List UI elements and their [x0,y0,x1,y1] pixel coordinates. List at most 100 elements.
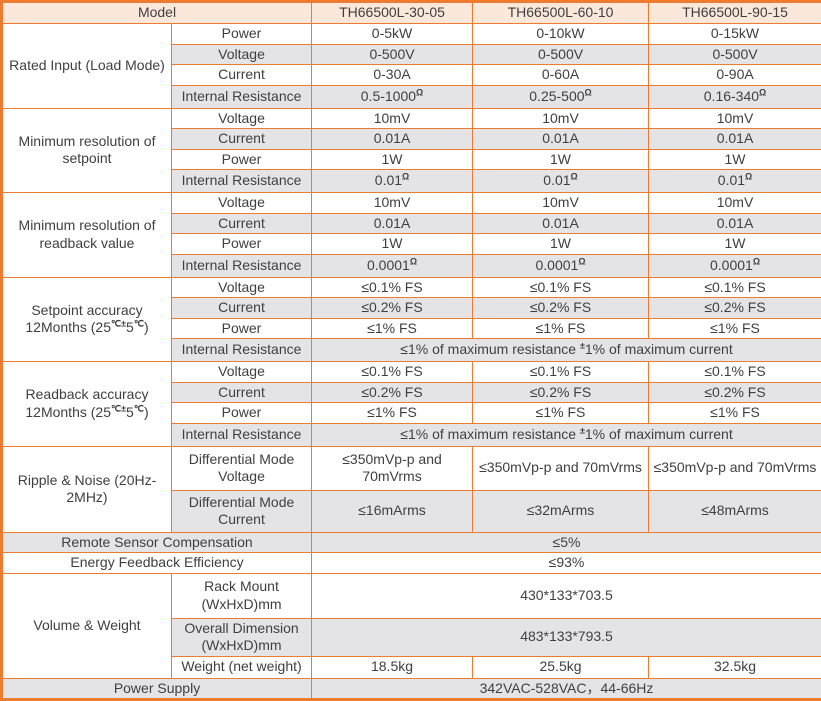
spec-value: 0.25-500Ω [473,85,649,108]
spec-value: 0-10kW [473,24,649,45]
param-label: Internal Resistance [172,85,312,108]
spec-value: ≤16mArms [312,490,473,532]
param-label: Voltage [172,108,312,129]
spec-value: 0-5kW [312,24,473,45]
spec-value: ≤350mVp-p and 70mVrms [473,446,649,490]
param-label: Internal Resistance [172,170,312,193]
spec-value: ≤350mVp-p and 70mVrms [649,446,821,490]
spec-value: ≤0.1% FS [649,362,821,383]
model-column-header: TH66500L-90-15 [649,2,821,24]
spec-value-merged: 430*133*703.5 [312,573,821,618]
param-label: Overall Dimension (WxHxD)mm [172,618,312,656]
spec-row: Ripple & Noise (20Hz-2MHz)Differential M… [2,446,821,490]
param-label: Rack Mount (WxHxD)mm [172,573,312,618]
full-row-value: ≤93% [312,553,821,574]
spec-value-merged: ≤1% of maximum resistance ±1% of maximum… [312,339,821,362]
full-row-value: 342VAC-528VAC，44-66Hz [312,678,821,700]
param-label: Current [172,298,312,319]
spec-value: 0.0001Ω [473,254,649,277]
spec-value: 0.0001Ω [649,254,821,277]
model-header-label: Model [2,2,312,24]
spec-value: ≤1% FS [312,403,473,424]
param-label: Current [172,65,312,86]
spec-value: 0-500V [649,44,821,65]
spec-value: 0-15kW [649,24,821,45]
full-row-value: ≤5% [312,532,821,553]
spec-value: ≤0.2% FS [312,382,473,403]
section-label: Minimum resolution of readback value [2,193,172,278]
spec-value: 10mV [649,193,821,214]
spec-value-merged: 483*133*793.5 [312,618,821,656]
spec-value: 0.01A [473,213,649,234]
spec-value: 0.01Ω [473,170,649,193]
spec-value: ≤1% FS [649,318,821,339]
param-label: Current [172,129,312,150]
param-label: Voltage [172,193,312,214]
spec-value: ≤0.1% FS [312,277,473,298]
param-label: Power [172,318,312,339]
spec-row: Setpoint accuracy 12Months (25℃±5℃)Volta… [2,277,821,298]
spec-value: 10mV [649,108,821,129]
model-column-header: TH66500L-30-05 [312,2,473,24]
spec-value: 10mV [312,108,473,129]
spec-value: 0.01Ω [649,170,821,193]
param-label: Power [172,149,312,170]
spec-value: 10mV [473,193,649,214]
section-label: Setpoint accuracy 12Months (25℃±5℃) [2,277,172,362]
spec-value: 0.0001Ω [312,254,473,277]
model-column-header: TH66500L-60-10 [473,2,649,24]
section-label: Ripple & Noise (20Hz-2MHz) [2,446,172,532]
param-label: Internal Resistance [172,339,312,362]
param-label: Differential Mode Current [172,490,312,532]
spec-value: ≤48mArms [649,490,821,532]
spec-full-row: Remote Sensor Compensation≤5% [2,532,821,553]
spec-value: ≤0.2% FS [473,382,649,403]
spec-value-merged: ≤1% of maximum resistance ±1% of maximum… [312,423,821,446]
param-label: Differential Mode Voltage [172,446,312,490]
spec-value: ≤0.1% FS [649,277,821,298]
spec-value: 0.5-1000Ω [312,85,473,108]
param-label: Current [172,213,312,234]
spec-value: 0.01A [312,213,473,234]
spec-value: ≤0.1% FS [312,362,473,383]
spec-value: 0-500V [473,44,649,65]
spec-value: 10mV [473,108,649,129]
spec-value: 0-30A [312,65,473,86]
param-label: Power [172,403,312,424]
spec-value: 1W [473,234,649,255]
param-label: Internal Resistance [172,423,312,446]
spec-full-row: Energy Feedback Efficiency≤93% [2,553,821,574]
param-label: Power [172,24,312,45]
section-label: Rated Input (Load Mode) [2,24,172,109]
spec-value: ≤32mArms [473,490,649,532]
spec-value: ≤1% FS [312,318,473,339]
spec-row: Readback accuracy 12Months (25℃±5℃)Volta… [2,362,821,383]
full-row-label: Remote Sensor Compensation [2,532,312,553]
spec-value: ≤1% FS [649,403,821,424]
spec-value: ≤0.2% FS [312,298,473,319]
section-label: Volume & Weight [2,573,172,678]
spec-value: 10mV [312,193,473,214]
param-label: Voltage [172,44,312,65]
spec-value: ≤350mVp-p and 70mVrms [312,446,473,490]
param-label: Internal Resistance [172,254,312,277]
param-label: Current [172,382,312,403]
spec-value: ≤0.2% FS [649,298,821,319]
param-label: Voltage [172,277,312,298]
param-label: Voltage [172,362,312,383]
spec-value: 0.16-340Ω [649,85,821,108]
spec-value: ≤0.2% FS [473,298,649,319]
param-label: Power [172,234,312,255]
spec-value: ≤0.2% FS [649,382,821,403]
spec-value: 0.01Ω [312,170,473,193]
section-label: Readback accuracy 12Months (25℃±5℃) [2,362,172,447]
